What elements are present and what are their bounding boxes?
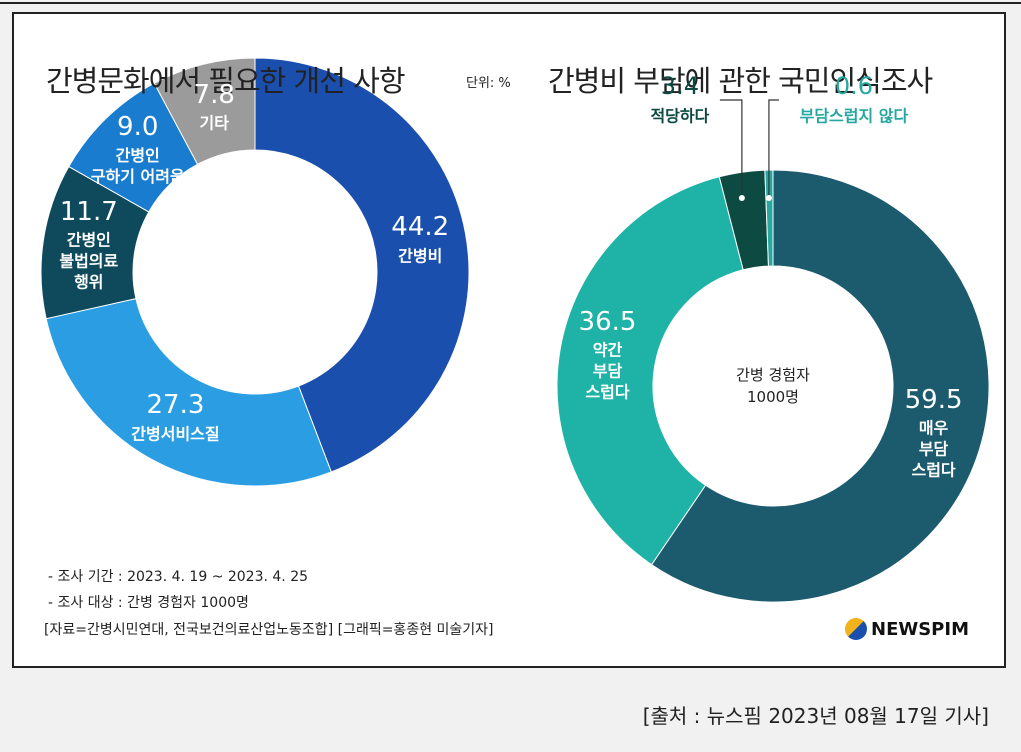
value-label: 7.8 [194,80,235,110]
category-label: 기타 [200,113,229,134]
value-label: 36.5 [579,307,637,337]
logo: NEWSPIM [845,618,969,640]
value-label: 0.6 [835,72,873,100]
note: - 조사 기간 : 2023. 4. 19 ~ 2023. 4. 25 [48,566,308,586]
category-label: 매우 부담 스럽다 [911,418,955,481]
value-label: 44.2 [391,212,449,242]
logo-icon [845,618,867,640]
value-label: 3.4 [661,72,699,100]
category-label: 간병비 [398,245,442,266]
note: - 조사 대상 : 간병 경험자 1000명 [48,592,249,612]
logo-text: NEWSPIM [871,619,969,640]
category-label: 적당하다 [650,106,709,127]
leader-dot [766,195,772,201]
value-label: 9.0 [117,112,158,142]
center-label: 간병 경험자 1000명 [736,364,810,408]
chart-title: 간병비 부담에 관한 국민인식조사 [548,58,932,100]
category-label: 약간 부담 스럽다 [585,340,629,403]
page: 간병문화에서 필요한 개선 사항 단위: % 간병비 부담에 관한 국민인식조사… [0,0,1021,752]
category-label: 부담스럽지 않다 [800,106,909,127]
value-label: 11.7 [60,197,118,227]
value-label: 59.5 [905,385,963,415]
value-label: 27.3 [147,390,205,420]
category-label: 간병서비스질 [131,423,219,444]
note: [자료=간병시민연대, 전국보건의료산업노동조합] [그래픽=홍종현 미술기자] [44,619,494,639]
category-label: 간병인 불법의료 행위 [59,230,118,293]
caption: [출처 : 뉴스핌 2023년 08월 17일 기사] [643,700,989,729]
unit: 단위: % [466,72,511,91]
category-label: 간병인 구하기 어려움 [91,145,185,187]
leader-dot [739,195,745,201]
